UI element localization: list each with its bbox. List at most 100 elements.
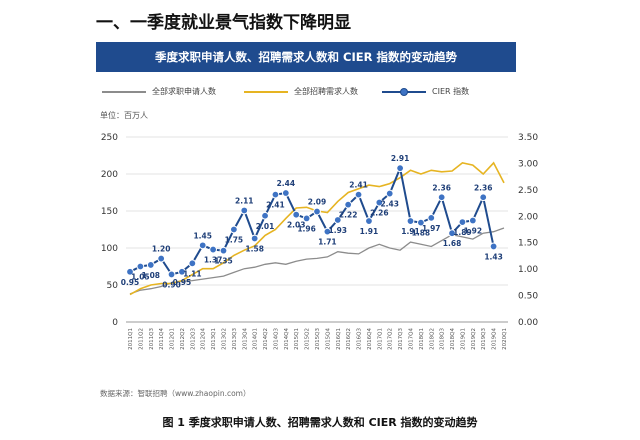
legend-item-demand: 全部招聘需求人数 — [244, 86, 358, 97]
cier-data-label-21: 2.22 — [339, 211, 358, 220]
cier-data-label-0: 0.95 — [121, 278, 140, 287]
cier-point-16 — [292, 210, 301, 219]
x-tick-label-23: 2016Q4 — [367, 328, 373, 350]
cier-point-1 — [136, 262, 145, 271]
cier-point-25 — [385, 189, 394, 198]
cier-data-label-3: 1.20 — [152, 245, 171, 254]
section-heading: 一、一季度就业景气指数下降明显 — [96, 13, 351, 33]
cier-data-label-1: 1.05 — [131, 273, 150, 282]
cier-data-label-11: 2.11 — [235, 196, 254, 205]
legend-swatch-applicants — [102, 90, 146, 93]
cier-point-12 — [250, 234, 259, 243]
cier-point-0 — [126, 267, 134, 276]
cier-data-label-15: 2.44 — [277, 179, 296, 188]
y-right-tick-label-4: 2.00 — [518, 212, 538, 222]
cier-point-34 — [479, 193, 488, 202]
cier-data-label-28: 1.88 — [412, 229, 431, 238]
y-left-tick-label-3: 150 — [101, 207, 118, 217]
cier-data-label-31: 1.68 — [443, 239, 462, 248]
source-note: 数据来源：智联招聘（www.zhaopin.com） — [100, 389, 251, 398]
x-tick-label-28: 2018Q1 — [419, 328, 425, 350]
cier-data-label-12: 1.58 — [245, 244, 264, 253]
x-tick-label-0: 2011Q1 — [128, 328, 134, 350]
legend-swatch-cier — [382, 87, 426, 96]
cier-point-30 — [437, 193, 446, 202]
cier-point-15 — [281, 189, 290, 197]
cier-data-label-33: 1.92 — [464, 227, 483, 236]
cier-point-13 — [261, 211, 269, 220]
x-tick-label-26: 2017Q3 — [398, 328, 404, 350]
x-tick-label-35: 2019Q4 — [492, 328, 498, 350]
cier-point-11 — [240, 206, 249, 215]
y-left-tick-label-2: 100 — [101, 244, 118, 254]
x-tick-label-34: 2019Q3 — [481, 328, 487, 350]
chart-legend: 全部求职申请人数 全部招聘需求人数 CIER 指数 — [96, 84, 516, 102]
cier-point-26 — [396, 164, 405, 173]
chart-title-banner: 季度求职申请人数、招聘需求人数和 CIER 指数的变动趋势 — [96, 42, 516, 72]
cier-data-label-13: 2.01 — [256, 222, 275, 231]
y-right-tick-label-1: 0.50 — [518, 292, 538, 302]
legend-label-cier: CIER 指数 — [432, 87, 470, 96]
cier-data-label-2: 1.08 — [142, 271, 161, 280]
x-tick-label-8: 2013Q1 — [211, 328, 217, 350]
cier-data-label-20: 1.93 — [329, 226, 348, 235]
x-tick-label-31: 2018Q4 — [450, 328, 456, 350]
y-right-tick-label-5: 2.50 — [518, 186, 538, 196]
cier-data-label-22: 2.41 — [349, 181, 368, 190]
legend-item-cier: CIER 指数 — [382, 86, 469, 97]
cier-data-label-26: 2.91 — [391, 154, 410, 163]
cier-point-29 — [427, 213, 436, 222]
cier-data-label-25: 2.43 — [380, 200, 399, 209]
cier-point-27 — [406, 217, 415, 225]
cier-point-4 — [167, 270, 176, 279]
cier-point-32 — [458, 218, 467, 227]
y-right-tick-label-6: 3.00 — [518, 159, 538, 169]
series-line-applicants — [129, 227, 505, 295]
y-left-tick-label-5: 250 — [101, 133, 118, 143]
x-tick-label-5: 2012Q2 — [180, 328, 186, 350]
x-tick-label-25: 2017Q2 — [388, 328, 394, 350]
cier-point-21 — [344, 200, 353, 209]
x-tick-label-15: 2014Q4 — [284, 328, 290, 350]
legend-swatch-demand — [244, 90, 288, 93]
y-right-tick-label-2: 1.00 — [518, 265, 538, 275]
x-tick-label-19: 2015Q4 — [325, 328, 331, 350]
cier-data-label-4: 0.90 — [162, 280, 181, 289]
cier-data-label-7: 1.45 — [193, 231, 212, 240]
cier-data-label-30: 2.36 — [432, 183, 451, 192]
cier-point-31 — [448, 229, 456, 238]
legend-label-applicants: 全部求职申请人数 — [152, 87, 216, 96]
x-tick-label-32: 2019Q1 — [460, 328, 466, 350]
cier-point-7 — [198, 241, 207, 250]
x-tick-label-30: 2018Q3 — [440, 328, 446, 350]
y-right-tick-label-3: 1.50 — [518, 239, 538, 249]
figure-caption: 图 1 季度求职申请人数、招聘需求人数和 CIER 指数的变动趋势 — [162, 416, 478, 429]
cier-point-14 — [271, 190, 280, 199]
unit-label: 单位：百万人 — [100, 111, 148, 120]
x-tick-label-14: 2014Q3 — [273, 328, 279, 350]
cier-data-label-8: 1.37 — [204, 256, 223, 265]
legend-label-demand: 全部招聘需求人数 — [294, 87, 358, 96]
y-left-tick-label-0: 0 — [112, 318, 118, 328]
cier-point-28 — [416, 218, 425, 227]
x-tick-label-20: 2016Q1 — [336, 328, 342, 350]
x-tick-label-33: 2019Q2 — [471, 328, 477, 350]
cier-point-2 — [146, 261, 155, 269]
cier-data-label-23: 1.91 — [360, 227, 379, 236]
cier-data-label-34: 2.36 — [474, 183, 493, 192]
cier-point-9 — [219, 246, 228, 255]
x-tick-label-27: 2017Q4 — [409, 328, 415, 350]
legend-item-applicants: 全部求职申请人数 — [102, 86, 216, 97]
x-tick-label-12: 2014Q1 — [253, 328, 259, 350]
cier-data-label-10: 1.75 — [225, 236, 244, 245]
cier-data-label-27: 1.91 — [401, 227, 420, 236]
cier-data-label-9: 1.35 — [214, 257, 233, 266]
cier-point-35 — [489, 242, 498, 251]
x-tick-label-22: 2016Q3 — [357, 328, 363, 350]
x-tick-label-24: 2017Q1 — [377, 328, 383, 350]
x-tick-label-21: 2016Q2 — [346, 328, 352, 350]
cier-point-20 — [333, 216, 342, 224]
x-tick-label-9: 2013Q2 — [222, 328, 228, 350]
x-tick-label-7: 2012Q4 — [201, 328, 207, 350]
